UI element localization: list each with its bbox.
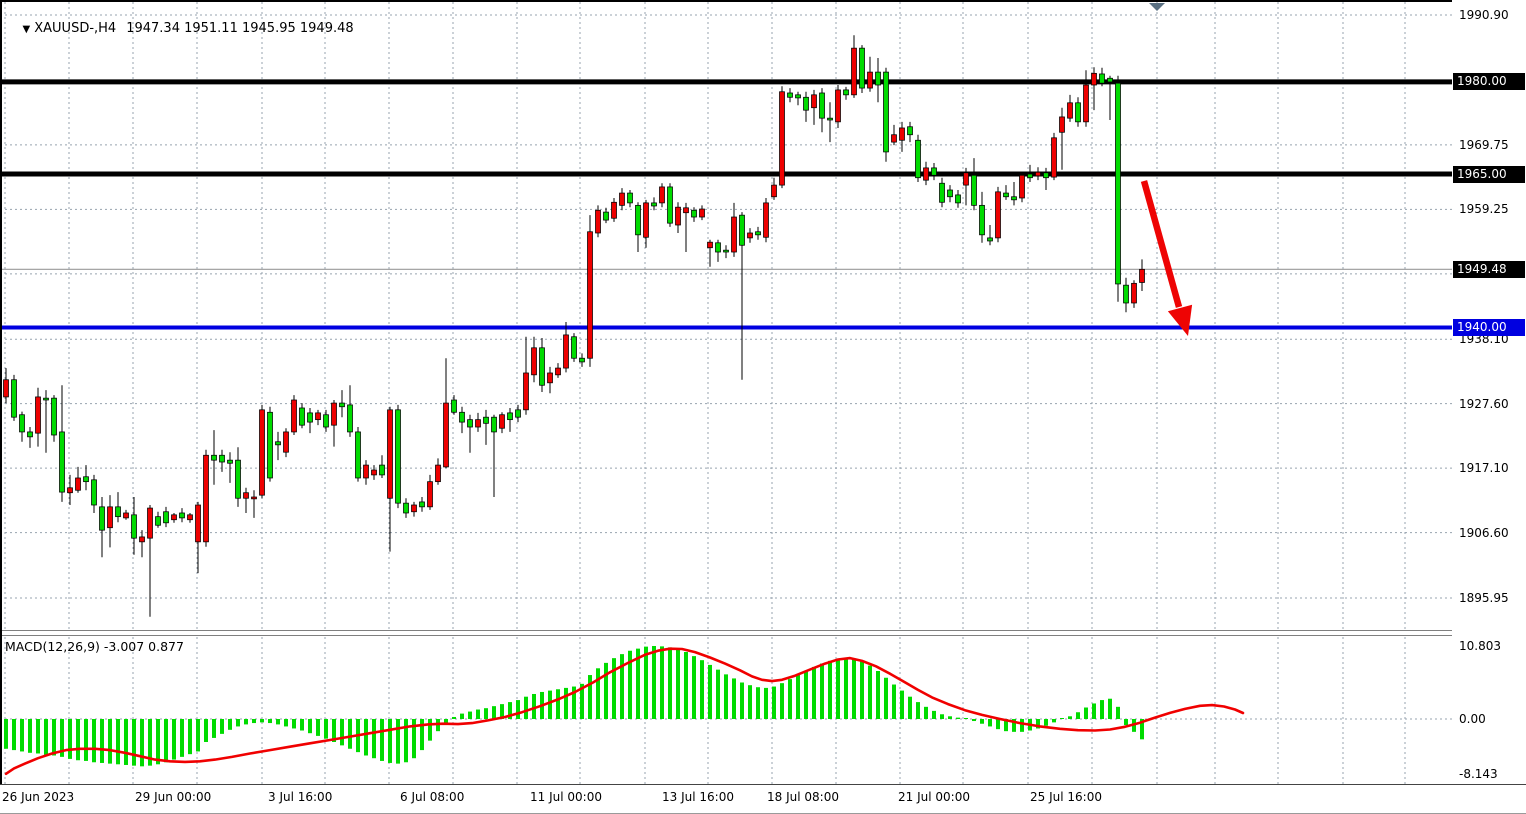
price-label-1917.10: 1917.10 xyxy=(1459,461,1509,476)
macd-scale-label--8.143: -8.143 xyxy=(1459,767,1498,782)
window-border-left xyxy=(0,0,2,784)
macd-signal-line xyxy=(4,647,1245,776)
price-axis[interactable]: 1990.901969.751959.251948.751938.101927.… xyxy=(1452,0,1526,784)
price-label-1895.95: 1895.95 xyxy=(1459,591,1509,606)
macd-histogram xyxy=(4,645,1144,767)
quote-ohlc: 1947.34 1951.11 1945.95 1949.48 xyxy=(126,21,354,36)
pane-separator[interactable] xyxy=(0,630,1452,636)
time-label-3-Jul-16-00: 3 Jul 16:00 xyxy=(268,790,333,804)
resistance-1980-price-box: 1980.00 xyxy=(1453,73,1525,91)
price-label-1906.60: 1906.60 xyxy=(1459,525,1509,540)
time-label-21-Jul-00-00: 21 Jul 00:00 xyxy=(898,790,970,804)
support-1940-price-box: 1940.00 xyxy=(1453,319,1525,337)
chart-shift-marker-icon[interactable] xyxy=(1149,3,1165,11)
candles xyxy=(3,35,1145,617)
grid xyxy=(0,2,1452,784)
down-arrow[interactable] xyxy=(1140,180,1193,336)
symbol-timeframe: XAUUSD-,H4 xyxy=(34,21,117,36)
macd-scale-label-0.00: 0.00 xyxy=(1459,712,1486,726)
window-border-top xyxy=(0,0,1452,2)
time-label-18-Jul-08-00: 18 Jul 08:00 xyxy=(767,790,839,804)
time-label-13-Jul-16-00: 13 Jul 16:00 xyxy=(662,790,734,804)
time-label-25-Jul-16-00: 25 Jul 16:00 xyxy=(1030,790,1102,804)
price-label-1969.75: 1969.75 xyxy=(1459,137,1509,152)
symbol-dropdown-icon[interactable]: ▼ xyxy=(22,24,31,35)
price-label-1990.90: 1990.90 xyxy=(1459,8,1509,22)
time-label-6-Jul-08-00: 6 Jul 08:00 xyxy=(400,790,465,804)
current-price-box: 1949.48 xyxy=(1453,260,1525,278)
time-label-11-Jul-00-00: 11 Jul 00:00 xyxy=(530,790,602,804)
resistance-1965-price-box: 1965.00 xyxy=(1453,165,1525,183)
time-axis[interactable]: 26 Jun 2023 29 Jun 00:00 3 Jul 16:00 6 Jul … xyxy=(0,785,1526,813)
price-label-1927.60: 1927.60 xyxy=(1459,396,1509,411)
time-label-26-Jun-2023: 26 Jun 2023 xyxy=(2,790,75,804)
macd-scale-label-10.803: 10.803 xyxy=(1459,638,1501,653)
chart-title: ▼ XAUUSD-,H4 1947.34 1951.11 1945.95 1949.… xyxy=(6,6,354,51)
price-label-1959.25: 1959.25 xyxy=(1459,202,1509,217)
macd-indicator-label: MACD(12,26,9) -3.007 0.877 xyxy=(5,639,184,654)
time-label-29-Jun-00-00: 29 Jun 00:00 xyxy=(135,790,212,804)
